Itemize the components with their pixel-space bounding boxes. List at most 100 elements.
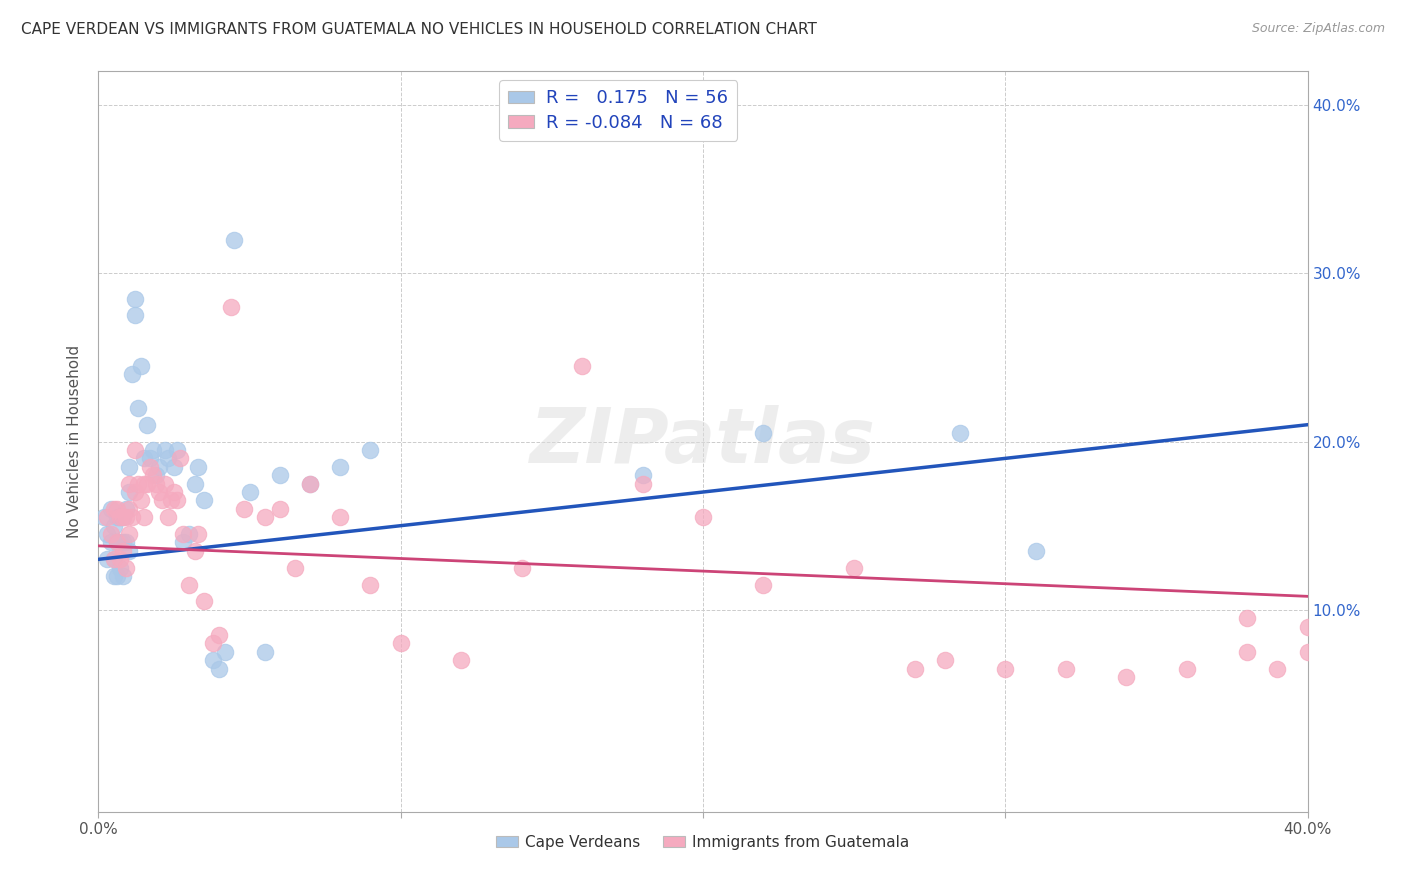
Point bbox=[752, 426, 775, 441]
Point bbox=[96, 527, 118, 541]
Point bbox=[160, 493, 183, 508]
Point bbox=[108, 560, 131, 574]
Point bbox=[114, 560, 136, 574]
Point bbox=[166, 493, 188, 508]
Point bbox=[121, 368, 143, 382]
Point bbox=[193, 594, 215, 608]
Point bbox=[105, 535, 128, 549]
Point bbox=[127, 476, 149, 491]
Point bbox=[184, 544, 207, 558]
Point bbox=[105, 501, 128, 516]
Point bbox=[389, 636, 412, 650]
Point bbox=[179, 527, 201, 541]
Point bbox=[124, 309, 146, 323]
Point bbox=[571, 359, 593, 373]
Point bbox=[142, 442, 165, 457]
Point bbox=[129, 359, 152, 373]
Point bbox=[239, 485, 262, 500]
Point bbox=[844, 560, 866, 574]
Point bbox=[329, 510, 352, 524]
Point bbox=[994, 662, 1017, 676]
Point bbox=[103, 501, 125, 516]
Point bbox=[111, 569, 134, 583]
Point bbox=[692, 510, 714, 524]
Point bbox=[1296, 645, 1319, 659]
Point bbox=[1115, 670, 1137, 684]
Point bbox=[105, 510, 128, 524]
Point bbox=[96, 510, 118, 524]
Point bbox=[100, 527, 122, 541]
Point bbox=[105, 535, 128, 549]
Point bbox=[172, 535, 194, 549]
Point bbox=[1236, 611, 1258, 625]
Point bbox=[105, 569, 128, 583]
Point bbox=[221, 300, 243, 314]
Point bbox=[129, 493, 152, 508]
Point bbox=[145, 476, 167, 491]
Point bbox=[118, 544, 141, 558]
Point bbox=[1236, 645, 1258, 659]
Point bbox=[253, 645, 276, 659]
Point bbox=[193, 493, 215, 508]
Point bbox=[111, 510, 134, 524]
Point bbox=[1054, 662, 1077, 676]
Point bbox=[184, 476, 207, 491]
Point bbox=[163, 459, 186, 474]
Point bbox=[253, 510, 276, 524]
Point bbox=[108, 535, 131, 549]
Point bbox=[163, 485, 186, 500]
Point bbox=[172, 527, 194, 541]
Point bbox=[139, 451, 162, 466]
Point bbox=[1267, 662, 1289, 676]
Text: CAPE VERDEAN VS IMMIGRANTS FROM GUATEMALA NO VEHICLES IN HOUSEHOLD CORRELATION C: CAPE VERDEAN VS IMMIGRANTS FROM GUATEMAL… bbox=[21, 22, 817, 37]
Point bbox=[299, 476, 322, 491]
Point bbox=[118, 459, 141, 474]
Point bbox=[124, 292, 146, 306]
Point bbox=[299, 476, 322, 491]
Point bbox=[139, 459, 162, 474]
Point bbox=[150, 493, 173, 508]
Point bbox=[100, 501, 122, 516]
Point bbox=[132, 451, 155, 466]
Point bbox=[108, 510, 131, 524]
Point bbox=[118, 501, 141, 516]
Point bbox=[153, 476, 176, 491]
Point bbox=[224, 233, 246, 247]
Point bbox=[904, 662, 927, 676]
Point bbox=[510, 560, 533, 574]
Point bbox=[169, 451, 191, 466]
Point bbox=[156, 451, 179, 466]
Point bbox=[132, 510, 155, 524]
Point bbox=[187, 459, 209, 474]
Point bbox=[232, 501, 254, 516]
Point bbox=[631, 468, 654, 483]
Point bbox=[269, 501, 291, 516]
Point bbox=[187, 527, 209, 541]
Point bbox=[269, 468, 291, 483]
Point bbox=[156, 510, 179, 524]
Point bbox=[114, 501, 136, 516]
Point bbox=[114, 510, 136, 524]
Point bbox=[360, 442, 382, 457]
Point bbox=[360, 577, 382, 591]
Point bbox=[1024, 544, 1046, 558]
Point bbox=[145, 468, 167, 483]
Point bbox=[1175, 662, 1198, 676]
Point bbox=[148, 459, 170, 474]
Point bbox=[631, 476, 654, 491]
Point bbox=[202, 636, 225, 650]
Point bbox=[208, 628, 231, 642]
Point bbox=[135, 417, 157, 432]
Point bbox=[103, 518, 125, 533]
Point bbox=[127, 401, 149, 415]
Point bbox=[284, 560, 307, 574]
Point bbox=[179, 577, 201, 591]
Point bbox=[111, 544, 134, 558]
Point bbox=[100, 535, 122, 549]
Point bbox=[103, 569, 125, 583]
Point bbox=[93, 510, 115, 524]
Point bbox=[108, 510, 131, 524]
Point bbox=[329, 459, 352, 474]
Point bbox=[118, 485, 141, 500]
Point bbox=[214, 645, 236, 659]
